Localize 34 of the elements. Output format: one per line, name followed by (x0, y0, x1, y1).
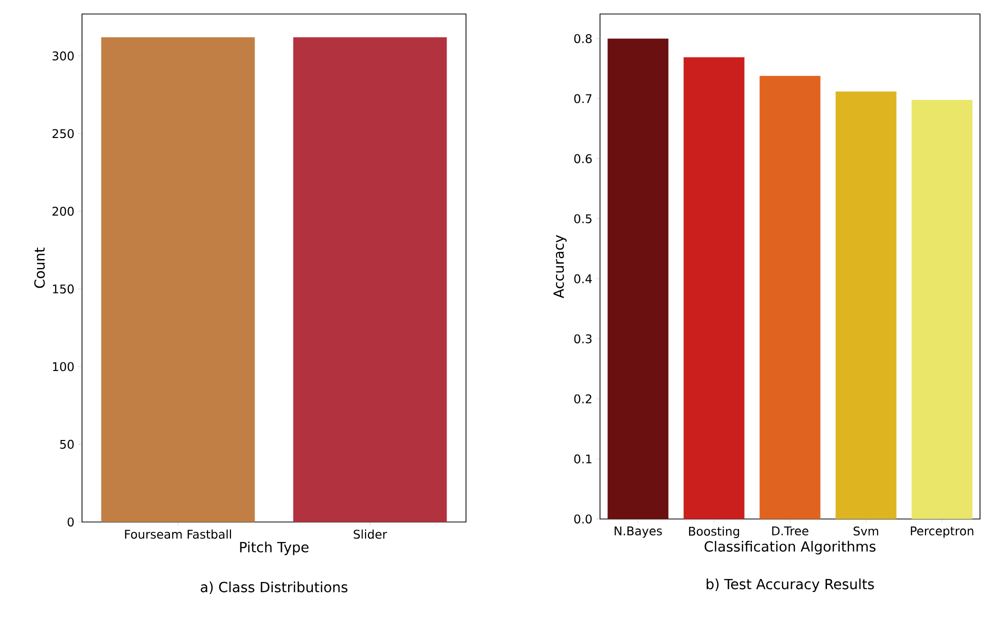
y-tick-label: 0.3 (574, 334, 592, 344)
y-axis-title: Accuracy (554, 235, 567, 298)
y-tick-label: 0.5 (574, 214, 592, 224)
bar (836, 91, 896, 519)
x-axis-title: Classification Algorithms (704, 540, 876, 554)
y-tick-label: 50 (60, 440, 74, 449)
y-tick-label: 200 (52, 206, 74, 216)
text: b) Test Accuracy Results (706, 578, 874, 592)
y-tick-label: 300 (52, 51, 74, 60)
y-tick-label: 0.4 (574, 274, 592, 284)
x-axis-title: Pitch Type (240, 542, 309, 556)
y-tick-label: 250 (52, 129, 74, 138)
y-tick-label: 0 (68, 517, 74, 527)
y-axis-title: Count (34, 248, 45, 288)
y-tick-label: 0.2 (574, 394, 592, 404)
text: a) Class Distributions (200, 582, 348, 594)
x-tick-label: N.Bayes (614, 526, 662, 538)
bar (684, 57, 744, 519)
y-tick-label: 100 (52, 362, 74, 372)
x-tick-label: Boosting (689, 526, 740, 538)
y-tick-label: 0.8 (574, 34, 592, 44)
y-tick-label: 0.1 (574, 454, 592, 464)
y-tick-label: 150 (52, 284, 74, 294)
bar (912, 100, 972, 519)
y-tick-label: 0.0 (574, 514, 592, 524)
bar (608, 38, 668, 519)
x-tick-label: Slider (354, 530, 388, 539)
x-tick-label: Perceptron (910, 526, 974, 538)
y-tick-label: 0.6 (574, 154, 592, 164)
y-tick-label: 0.7 (574, 94, 592, 104)
x-tick-label: Svm (854, 526, 878, 536)
bar (760, 76, 820, 519)
x-tick-label: D.Tree (772, 526, 808, 536)
x-tick-label: Fourseam Fastball (125, 530, 231, 539)
